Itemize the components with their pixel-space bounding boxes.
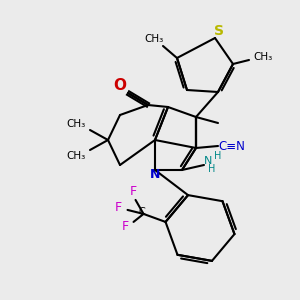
Text: CH₃: CH₃ [144,34,164,44]
Text: H: H [208,164,216,174]
Text: N: N [204,156,212,166]
Text: S: S [214,24,224,38]
Text: CH₃: CH₃ [66,119,85,129]
Text: CH₃: CH₃ [254,52,273,62]
Text: C≡N: C≡N [219,140,245,152]
Text: N: N [150,167,160,181]
Text: O: O [113,79,127,94]
Text: F: F [130,185,137,198]
Text: H: H [214,151,222,161]
Text: F: F [115,201,122,214]
Text: C: C [138,207,145,217]
Text: CH₃: CH₃ [66,151,85,161]
Text: F: F [122,220,129,233]
